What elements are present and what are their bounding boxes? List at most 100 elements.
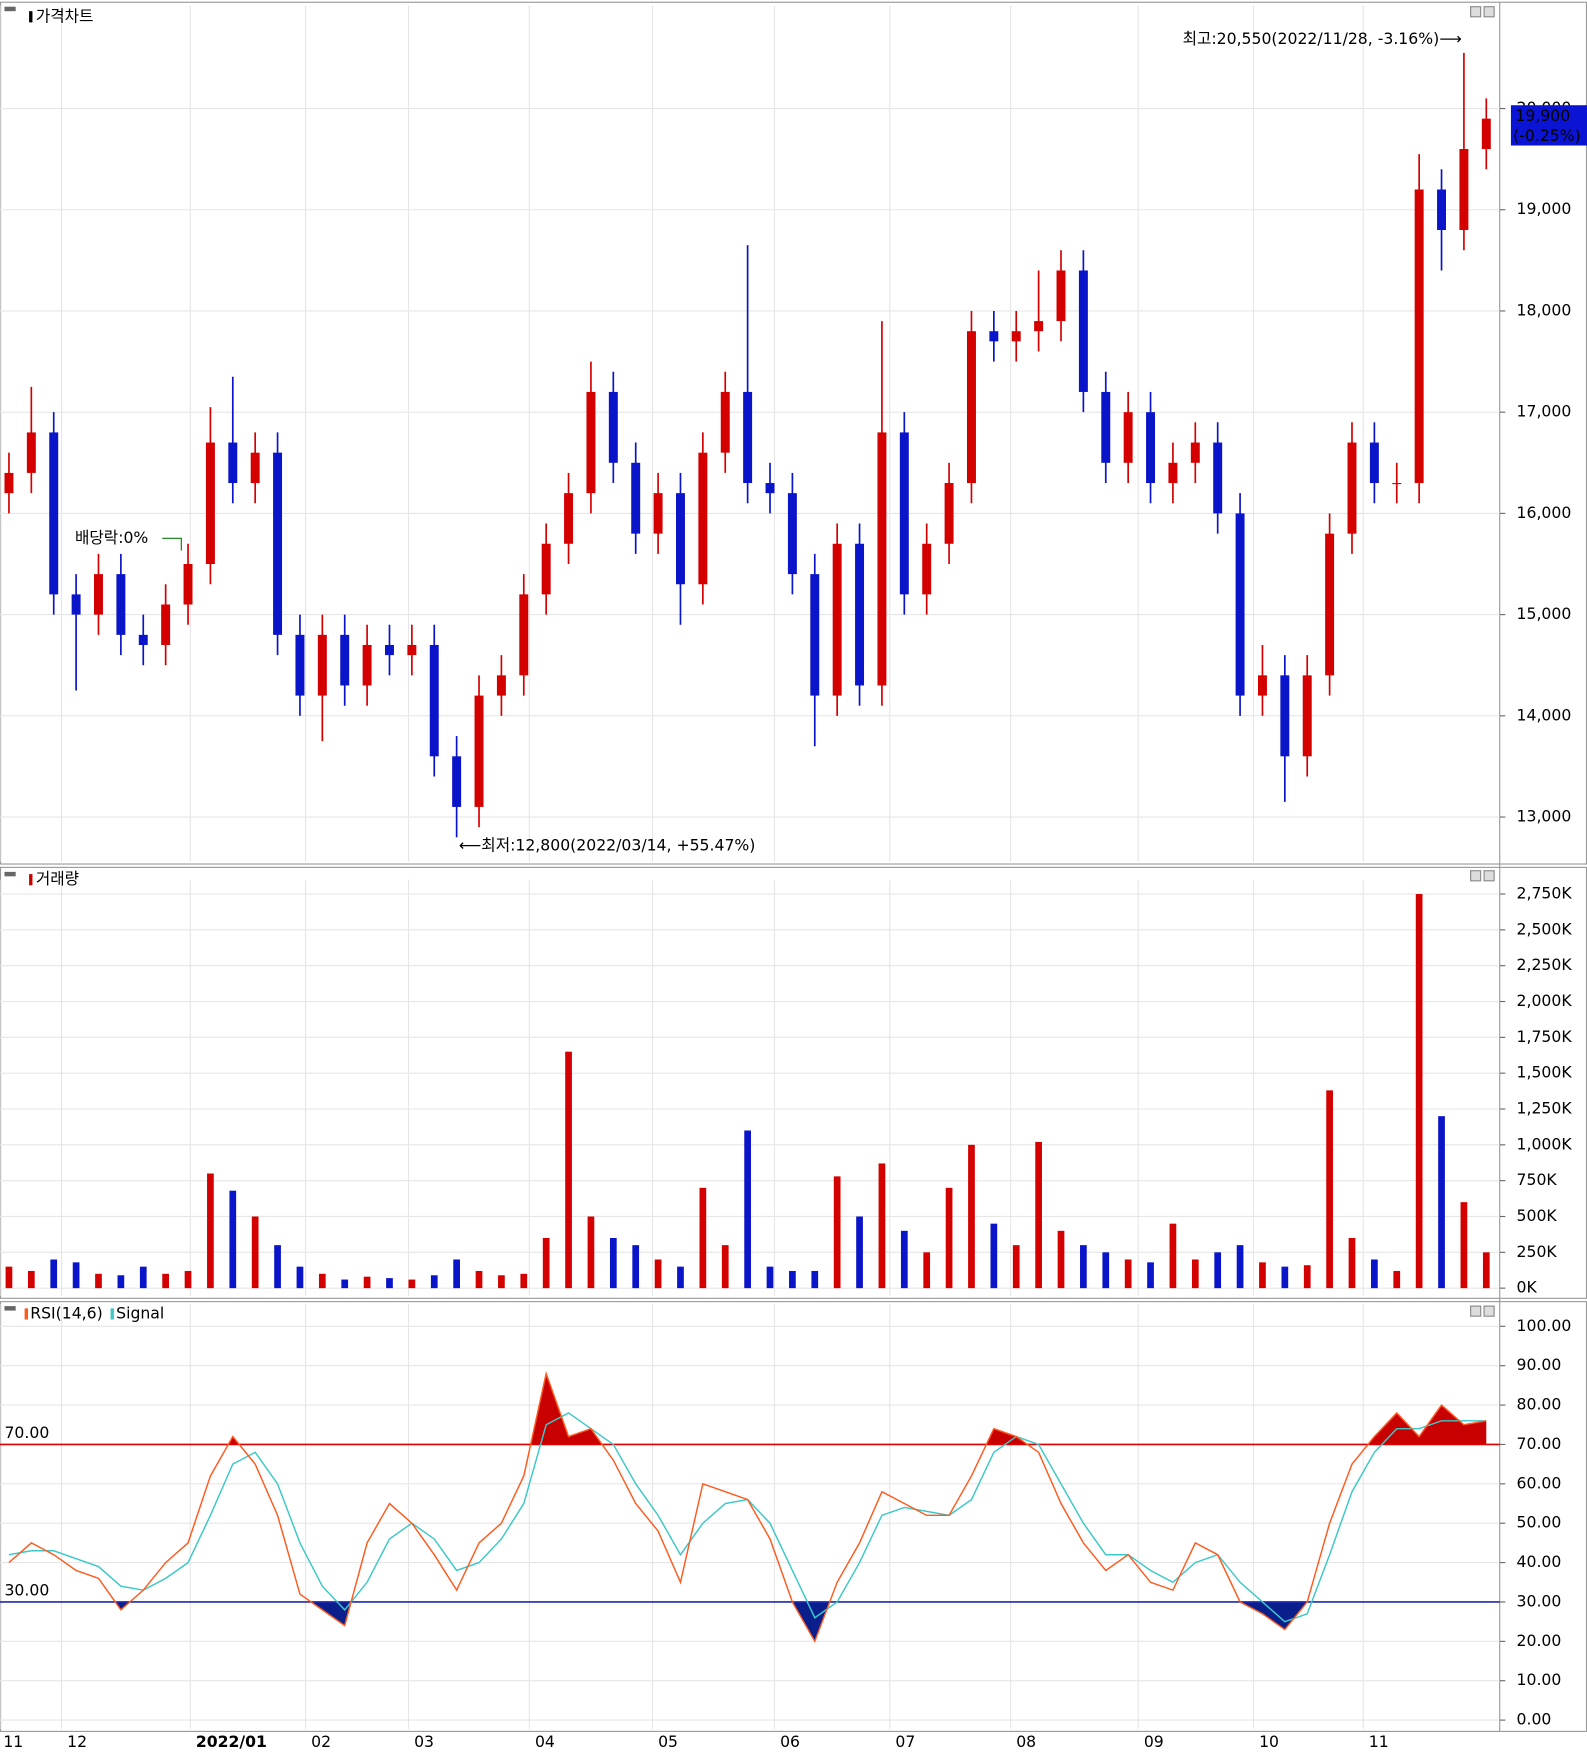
- candle-body: [1123, 412, 1133, 463]
- x-tick-label: 10: [1259, 1732, 1279, 1751]
- x-tick-label: 09: [1144, 1732, 1164, 1751]
- volume-bar: [453, 1259, 460, 1289]
- candle-body: [922, 543, 932, 595]
- candle-body: [810, 574, 820, 696]
- volume-bar: [1124, 1259, 1132, 1289]
- candle-body: [1325, 533, 1335, 676]
- y-tick-label: 250K: [1517, 1242, 1558, 1261]
- y-tick-label: 500K: [1517, 1206, 1558, 1225]
- x-tick-label: 11: [3, 1732, 23, 1751]
- candle-body: [429, 644, 439, 757]
- y-tick-label: 1,750K: [1517, 1027, 1573, 1046]
- x-tick-label: 06: [780, 1732, 800, 1751]
- volume-bar: [27, 1270, 35, 1289]
- candle-body: [1011, 331, 1021, 342]
- legend-label: RSI(14,6): [30, 1303, 103, 1322]
- candle-body: [1101, 391, 1111, 463]
- y-tick-label: 17,000: [1517, 402, 1572, 421]
- last-price-label: 19,900: [1515, 106, 1570, 125]
- x-tick-label: 12: [67, 1732, 87, 1751]
- high-annotation: 최고:20,550(2022/11/28, -3.16%)⟶: [1183, 29, 1462, 48]
- y-tick-label: 1,250K: [1517, 1099, 1573, 1118]
- volume-bar: [789, 1270, 796, 1289]
- y-tick-label: 0.00: [1517, 1710, 1552, 1729]
- volume-bar: [274, 1245, 281, 1289]
- y-tick-label: 50.00: [1517, 1513, 1562, 1532]
- x-tick-label: 05: [658, 1732, 678, 1751]
- volume-bar: [945, 1187, 953, 1289]
- y-tick-label: 2,750K: [1517, 884, 1573, 903]
- low-annotation: ⟵최저:12,800(2022/03/14, +55.47%): [459, 836, 756, 855]
- volume-bar: [1259, 1262, 1266, 1289]
- x-tick-label: 02: [311, 1732, 331, 1751]
- volume-bar: [721, 1245, 729, 1289]
- candle-body: [675, 493, 685, 585]
- candle-body: [496, 675, 506, 696]
- rsi-level-label: 30.00: [4, 1580, 49, 1599]
- volume-bar: [565, 1051, 572, 1289]
- y-tick-label: 13,000: [1517, 807, 1572, 826]
- candle-body: [989, 331, 999, 342]
- volume-bar: [50, 1259, 58, 1289]
- volume-bar: [229, 1190, 237, 1289]
- y-tick-label: 19,000: [1517, 199, 1572, 218]
- candle-body: [877, 432, 887, 686]
- candle-body: [899, 432, 909, 595]
- y-tick-label: 18,000: [1517, 300, 1572, 319]
- candle-body: [385, 644, 394, 656]
- y-tick-label: 15,000: [1517, 604, 1572, 623]
- candle-body: [1257, 675, 1267, 696]
- candle-body: [273, 452, 283, 635]
- volume-bar: [296, 1266, 304, 1289]
- volume-bar: [5, 1266, 13, 1289]
- candle-body: [698, 452, 708, 585]
- candle-body: [1034, 321, 1044, 332]
- volume-bar: [72, 1262, 80, 1289]
- candle-body: [653, 493, 663, 534]
- candle-body: [1213, 442, 1223, 514]
- y-tick-label: 80.00: [1517, 1395, 1562, 1414]
- x-tick-label: 04: [535, 1732, 555, 1751]
- volume-bar: [1214, 1252, 1222, 1289]
- volume-bar: [386, 1278, 393, 1289]
- candle-body: [720, 391, 730, 453]
- volume-bar: [341, 1279, 349, 1289]
- candle-body: [1392, 483, 1402, 485]
- volume-bar: [699, 1187, 707, 1289]
- candle-body: [161, 604, 171, 645]
- volume-bar: [654, 1259, 662, 1289]
- volume-bar: [744, 1130, 751, 1289]
- volume-bar: [1035, 1141, 1042, 1289]
- candle-body: [855, 543, 865, 686]
- candle-body: [474, 695, 484, 807]
- x-tick-label: 07: [895, 1732, 915, 1751]
- volume-bar: [878, 1163, 886, 1289]
- panel-buttons: [1470, 6, 1495, 1317]
- candle-body: [1302, 675, 1312, 757]
- last-price-box: [1510, 105, 1587, 146]
- panel-icon: [4, 1306, 16, 1311]
- y-tick-label: 100.00: [1517, 1316, 1572, 1335]
- candle-body: [541, 543, 551, 595]
- volume-bar: [1012, 1245, 1020, 1289]
- volume-bar: [139, 1266, 147, 1289]
- volume-bar: [363, 1276, 371, 1289]
- candle-body: [138, 634, 148, 645]
- volume-bar: [1326, 1090, 1333, 1289]
- volume-bar: [520, 1273, 528, 1289]
- y-tick-label: 2,000K: [1517, 991, 1573, 1010]
- volume-bar: [632, 1245, 640, 1289]
- candle-body: [71, 594, 81, 615]
- volume-bar: [856, 1216, 863, 1289]
- volume-bar: [1080, 1245, 1087, 1289]
- volume-bar: [1102, 1252, 1110, 1289]
- candle-body: [519, 594, 529, 676]
- y-tick-label: 0K: [1517, 1278, 1538, 1297]
- volume-bar: [968, 1144, 975, 1289]
- candle-body: [1146, 412, 1156, 484]
- volume-bar: [95, 1273, 102, 1289]
- volume-bar: [251, 1216, 259, 1289]
- last-change-label: (-0.25%): [1513, 126, 1581, 145]
